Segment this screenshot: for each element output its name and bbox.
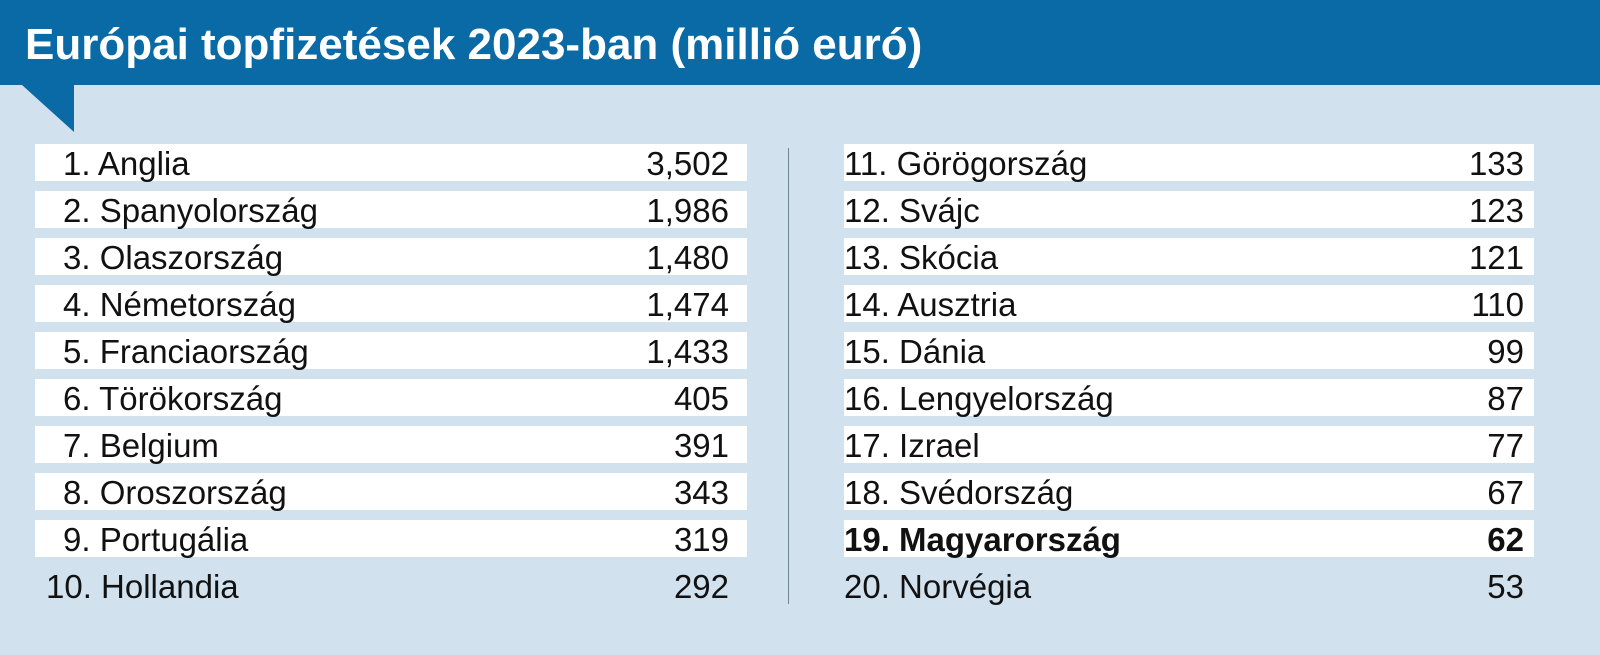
payment-value: 292 bbox=[673, 568, 729, 605]
country-label: 18. Svédország bbox=[844, 474, 1074, 511]
payment-value: 1,474 bbox=[646, 286, 729, 323]
table-row: 6. Törökország 405 bbox=[35, 379, 747, 417]
country-label: 1. Anglia bbox=[63, 145, 190, 182]
country-label: 13. Skócia bbox=[844, 239, 999, 276]
payment-value: 391 bbox=[673, 427, 729, 464]
payment-value: 99 bbox=[1487, 333, 1524, 370]
payment-value: 343 bbox=[673, 474, 729, 511]
chart-title: Európai topfizetések 2023-ban (millió eu… bbox=[25, 20, 923, 69]
table-row: 19. Magyarország 62 bbox=[844, 520, 1534, 558]
payment-value: 405 bbox=[673, 380, 729, 417]
table-row: 1. Anglia 3,502 bbox=[35, 144, 747, 182]
table-row: 18. Svédország 67 bbox=[844, 473, 1534, 511]
table-row: 3. Olaszország 1,480 bbox=[35, 238, 747, 276]
country-label: 14. Ausztria bbox=[844, 286, 1017, 323]
table-row: 12. Svájc 123 bbox=[844, 191, 1534, 229]
payment-value: 1,480 bbox=[646, 239, 729, 276]
country-label: 17. Izrael bbox=[844, 427, 980, 464]
country-label: 7. Belgium bbox=[63, 427, 219, 464]
table-row: 10. Hollandia 292 bbox=[35, 567, 747, 605]
country-label: 15. Dánia bbox=[844, 333, 986, 370]
country-label: 20. Norvégia bbox=[844, 568, 1032, 605]
column-divider bbox=[788, 148, 789, 604]
country-label: 12. Svájc bbox=[844, 192, 980, 229]
country-label: 6. Törökország bbox=[63, 380, 283, 417]
country-label: 19. Magyarország bbox=[844, 521, 1121, 558]
table-row: 5. Franciaország 1,433 bbox=[35, 332, 747, 370]
country-label: 11. Görögország bbox=[844, 145, 1088, 182]
payment-value: 121 bbox=[1468, 239, 1524, 276]
payment-value: 133 bbox=[1468, 145, 1524, 182]
ranking-column-left: 1. Anglia 3,502 2. Spanyolország 1,986 3. Ol… bbox=[35, 144, 747, 614]
payment-value: 77 bbox=[1487, 427, 1524, 464]
country-label: 16. Lengyelország bbox=[844, 380, 1114, 417]
table-row: 15. Dánia 99 bbox=[844, 332, 1534, 370]
country-label: 8. Oroszország bbox=[63, 474, 287, 511]
payment-value: 1,433 bbox=[646, 333, 729, 370]
table-row: 7. Belgium 391 bbox=[35, 426, 747, 464]
table-row: 4. Németország 1,474 bbox=[35, 285, 747, 323]
payment-value: 319 bbox=[673, 521, 729, 558]
payment-value: 62 bbox=[1487, 521, 1524, 558]
ranking-column-right: 11. Görögország 133 12. Svájc 123 13. Skócia… bbox=[844, 144, 1534, 614]
table-row: 11. Görögország 133 bbox=[844, 144, 1534, 182]
country-label: 4. Németország bbox=[63, 286, 296, 323]
banner-pointer bbox=[22, 85, 74, 132]
country-label: 2. Spanyolország bbox=[63, 192, 318, 229]
country-label: 3. Olaszország bbox=[63, 239, 284, 276]
country-label: 9. Portugália bbox=[63, 521, 249, 558]
country-label: 10. Hollandia bbox=[46, 568, 239, 605]
table-row: 9. Portugália 319 bbox=[35, 520, 747, 558]
table-row: 20. Norvégia 53 bbox=[844, 567, 1534, 605]
payment-value: 67 bbox=[1487, 474, 1524, 511]
table-row: 17. Izrael 77 bbox=[844, 426, 1534, 464]
payment-value: 110 bbox=[1471, 286, 1524, 323]
country-label: 5. Franciaország bbox=[63, 333, 309, 370]
table-row: 13. Skócia 121 bbox=[844, 238, 1534, 276]
table-row: 16. Lengyelország 87 bbox=[844, 379, 1534, 417]
table-row: 2. Spanyolország 1,986 bbox=[35, 191, 747, 229]
table-row: 8. Oroszország 343 bbox=[35, 473, 747, 511]
table-row: 14. Ausztria 110 bbox=[844, 285, 1534, 323]
title-banner: Európai topfizetések 2023-ban (millió eu… bbox=[0, 0, 1600, 85]
payment-value: 123 bbox=[1468, 192, 1524, 229]
payment-value: 53 bbox=[1487, 568, 1524, 605]
payment-value: 3,502 bbox=[646, 145, 729, 182]
payment-value: 1,986 bbox=[646, 192, 729, 229]
payment-value: 87 bbox=[1487, 380, 1524, 417]
